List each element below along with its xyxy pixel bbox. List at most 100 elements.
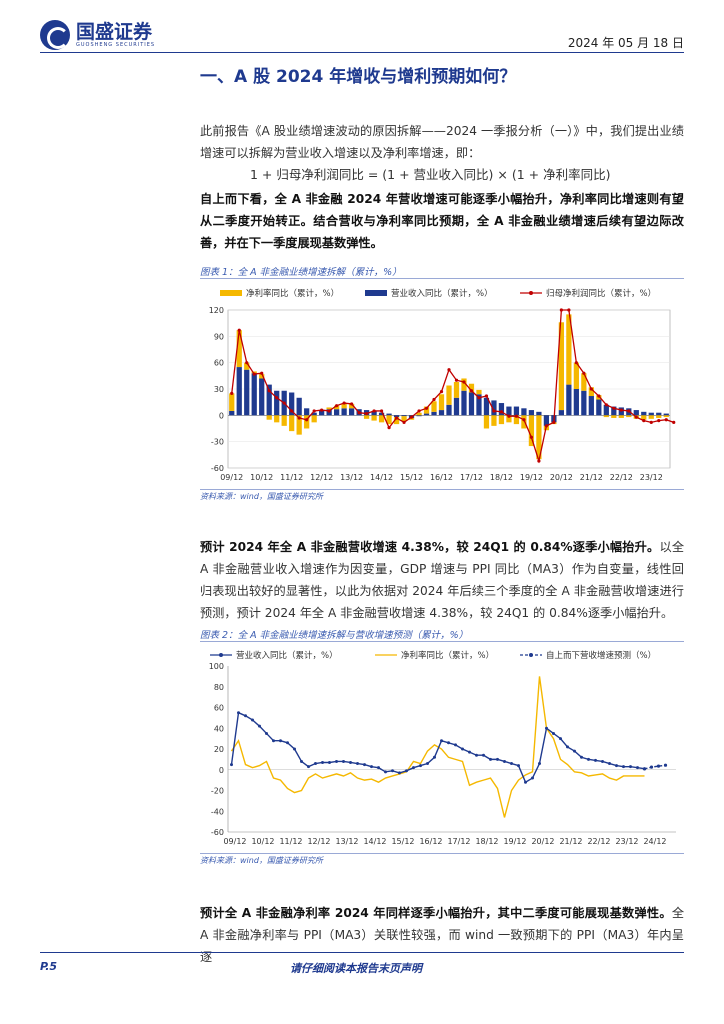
forecast-point <box>663 763 668 767</box>
margin-bar <box>513 415 520 425</box>
revenue-line <box>230 711 645 784</box>
profit-point <box>672 420 676 424</box>
revenue-point <box>454 743 457 747</box>
x-tick-label: 23/12 <box>640 473 663 482</box>
revenue-bar <box>341 408 347 416</box>
margin-bar <box>641 415 647 420</box>
revenue-point <box>503 759 506 763</box>
profit-point <box>245 361 249 365</box>
margin-bar <box>498 415 505 425</box>
revenue-bar <box>476 394 482 416</box>
legend-marker <box>219 653 223 657</box>
x-tick-label: 14/12 <box>370 473 393 482</box>
revenue-bar <box>274 390 280 416</box>
margin-bar <box>304 415 310 429</box>
margin-bar <box>393 417 400 425</box>
x-tick-label: 10/12 <box>251 837 274 846</box>
profit-point <box>507 414 511 418</box>
margin-bar <box>274 415 280 423</box>
x-tick-label: 21/12 <box>559 837 582 846</box>
revenue-point <box>517 764 520 768</box>
profit-point <box>627 409 631 413</box>
revenue-point <box>447 741 450 745</box>
margin-bar <box>528 415 535 447</box>
margin-bar <box>558 322 564 411</box>
revenue-point <box>370 765 373 769</box>
revenue-bar <box>656 412 662 416</box>
revenue-bar <box>319 410 325 416</box>
profit-point <box>424 406 429 410</box>
revenue-bar <box>506 406 512 416</box>
profit-point <box>297 416 301 420</box>
margin-bar <box>483 415 490 429</box>
profit-point <box>335 404 339 408</box>
x-tick-label: 17/12 <box>460 473 483 482</box>
profit-point <box>282 401 286 405</box>
figure2-divider <box>200 641 684 642</box>
margin-bar <box>453 381 460 398</box>
y-tick-label: -30 <box>211 438 224 447</box>
revenue-bar <box>244 369 250 416</box>
x-tick-label: 12/12 <box>307 837 330 846</box>
revenue-point <box>300 759 303 763</box>
margin-bar <box>468 383 475 393</box>
margin-bar <box>311 415 317 423</box>
margin-bar <box>506 415 512 423</box>
revenue-point <box>531 776 534 780</box>
revenue-point <box>636 766 639 770</box>
profit-point <box>559 308 563 312</box>
revenue-bar <box>348 408 355 416</box>
profit-point <box>612 406 616 410</box>
revenue-point <box>363 763 366 767</box>
profit-point <box>469 389 474 393</box>
revenue-bar <box>483 397 490 416</box>
profit-point <box>454 378 459 382</box>
revenue-point <box>419 764 422 768</box>
margin-bar <box>281 415 287 426</box>
profit-point <box>305 418 309 422</box>
x-tick-label: 19/12 <box>503 837 526 846</box>
x-tick-label: 20/12 <box>531 837 554 846</box>
revenue-point <box>482 753 485 757</box>
margin-bar <box>603 415 609 418</box>
revenue-point <box>237 711 240 715</box>
revenue-point <box>573 749 576 753</box>
x-tick-label: 15/12 <box>391 837 414 846</box>
revenue-bar <box>251 373 257 416</box>
margin-bar <box>341 403 347 409</box>
x-tick-label: 11/12 <box>280 473 303 482</box>
profit-point <box>379 409 384 413</box>
profit-point <box>350 402 354 406</box>
y-tick-label: -60 <box>211 828 224 837</box>
revenue-bar <box>438 410 445 416</box>
paragraph-margin-forecast: 预计全 A 非金融净利率 2024 年同样逐季小幅抬升，其中二季度可能展现基数弹… <box>200 902 684 968</box>
revenue-point <box>349 760 352 764</box>
revenue-bar <box>416 415 422 417</box>
profit-point <box>267 389 271 393</box>
margin-bar <box>521 415 527 429</box>
y-tick-label: 40 <box>214 724 224 733</box>
revenue-point <box>405 769 408 773</box>
footer-disclaimer: 请仔细阅读本报告末页声明 <box>290 962 422 975</box>
forecast-point <box>642 767 647 771</box>
x-tick-label: 11/12 <box>279 837 302 846</box>
revenue-bar <box>334 409 340 416</box>
logo-subtitle: GUOSHENG SECURITIES <box>76 42 156 48</box>
margin-bar <box>611 415 617 418</box>
y-tick-label: -60 <box>211 464 224 473</box>
margin-bar <box>416 412 422 416</box>
revenue-point <box>489 757 492 761</box>
margin-bar <box>236 330 242 368</box>
figure1-divider <box>200 278 684 279</box>
y-tick-label: 90 <box>214 332 224 341</box>
margin-bar <box>423 406 430 414</box>
revenue-bar <box>461 390 467 416</box>
x-tick-label: 18/12 <box>475 837 498 846</box>
margin-bar <box>401 416 407 422</box>
y-tick-label: 0 <box>219 766 224 775</box>
forecast-point <box>649 765 654 769</box>
revenue-point <box>496 757 499 761</box>
revenue-point <box>475 753 478 757</box>
revenue-point <box>258 724 261 728</box>
profit-point <box>462 380 466 384</box>
